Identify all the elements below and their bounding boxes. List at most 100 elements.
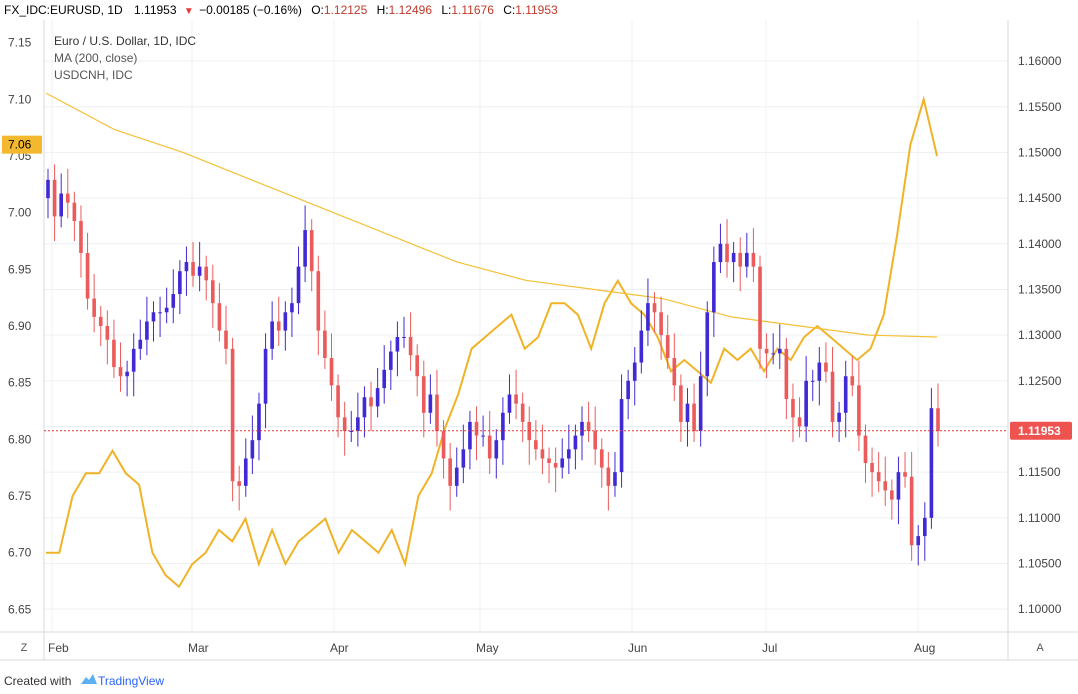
candle-body: [105, 326, 110, 340]
candle-body: [336, 385, 340, 418]
candle-body: [652, 303, 657, 313]
right-tick-label: 1.11000: [1018, 511, 1061, 525]
candle-body: [369, 397, 373, 407]
candle-body: [540, 449, 545, 459]
legend-main-series[interactable]: Euro / U.S. Dollar, 1D, IDC: [54, 34, 197, 48]
candle-body: [804, 380, 808, 427]
candle-body: [309, 230, 314, 272]
candle-body: [698, 376, 703, 432]
created-with-text: Created with: [4, 674, 72, 688]
candle-body: [46, 179, 50, 199]
open-label: O:: [311, 3, 324, 17]
candle-body: [909, 476, 914, 546]
candle-body: [184, 262, 189, 272]
candle-body: [349, 431, 354, 433]
candle-body: [923, 517, 927, 537]
right-tick-label: 1.14500: [1018, 191, 1062, 205]
open-value: 1.12125: [323, 3, 368, 17]
candle-body: [145, 321, 149, 340]
candle-body: [435, 394, 439, 432]
candle-body: [659, 312, 663, 336]
candle-body: [672, 357, 677, 386]
candle-body: [178, 271, 182, 295]
candle-body: [837, 412, 841, 422]
candle-body: [692, 403, 696, 432]
candle-body: [712, 262, 716, 313]
candle-body: [290, 303, 294, 313]
candle-body: [501, 412, 505, 441]
candle-body: [402, 336, 406, 338]
left-tick-label: 7.10: [8, 92, 32, 106]
candle-body: [784, 348, 789, 400]
candle-body: [593, 431, 597, 450]
candle-body: [553, 463, 558, 468]
price-chart[interactable]: 7.157.107.057.006.956.906.856.806.756.70…: [0, 0, 1078, 668]
candle-body: [257, 403, 261, 441]
candle-body: [632, 362, 637, 381]
candle-body: [164, 307, 169, 313]
candle-body: [171, 294, 176, 308]
x-tick-label: May: [476, 641, 499, 655]
candle-body: [916, 536, 921, 546]
candle-body: [112, 339, 116, 368]
tradingview-brand[interactable]: TradingView: [98, 674, 165, 688]
candle-body: [606, 467, 611, 486]
legend-ma[interactable]: MA (200, close): [54, 51, 138, 65]
right-tick-label: 1.12500: [1018, 374, 1062, 388]
left-tick-label: 6.95: [8, 262, 32, 276]
candle-body: [573, 435, 578, 450]
candle-body: [580, 421, 584, 436]
candle-body: [296, 266, 301, 304]
left-tick-label: 6.70: [8, 546, 32, 560]
candle-body: [283, 312, 288, 331]
price-change: −0.00185 (−0.16%): [199, 3, 302, 17]
right-tick-label: 1.15000: [1018, 145, 1062, 159]
last-price: 1.11953: [134, 3, 177, 17]
right-tick-label: 1.16000: [1018, 54, 1062, 68]
auto-scale-button[interactable]: A: [1036, 642, 1044, 654]
candle-body: [441, 431, 446, 459]
candle-body: [415, 355, 419, 377]
x-tick-label: Apr: [330, 641, 349, 655]
candle-body: [903, 472, 907, 477]
candle-body: [191, 262, 195, 276]
candle-body: [547, 458, 551, 464]
candle-body: [685, 403, 690, 422]
candle-body: [751, 252, 756, 267]
timezone-button[interactable]: Z: [20, 642, 28, 654]
candle-body: [896, 472, 901, 500]
tradingview-logo-icon: [80, 672, 98, 689]
chart-legend: Euro / U.S. Dollar, 1D, IDC MA (200, clo…: [54, 33, 196, 84]
left-tick-label: 6.75: [8, 489, 32, 503]
candle-body: [323, 330, 327, 358]
candle-body: [936, 408, 940, 432]
candle-body: [745, 252, 749, 267]
candle-body: [817, 362, 822, 381]
candle-body: [876, 472, 881, 482]
symbol-name[interactable]: FX_IDC:EURUSD, 1D: [4, 3, 123, 17]
candle-body: [850, 376, 855, 386]
right-tick-label: 1.13500: [1018, 282, 1062, 296]
candle-body: [375, 388, 380, 407]
candle-body: [197, 266, 202, 276]
candle-body: [243, 458, 248, 486]
candle-body: [857, 385, 861, 436]
x-tick-label: Jul: [762, 641, 777, 655]
candle-body: [65, 193, 70, 203]
candle-body: [619, 399, 624, 473]
x-tick-label: Jun: [628, 641, 647, 655]
right-tick-label: 1.10500: [1018, 556, 1062, 570]
candle-body: [481, 435, 485, 437]
legend-usdcnh[interactable]: USDCNH, IDC: [54, 68, 133, 82]
candle-body: [211, 280, 215, 304]
candle-body: [520, 403, 525, 422]
candle-body: [421, 376, 426, 413]
right-tick-label: 1.10000: [1018, 602, 1062, 616]
left-tick-label: 6.65: [8, 602, 32, 616]
left-tick-label: 7.15: [8, 36, 32, 50]
candle-body: [830, 371, 835, 422]
down-arrow-icon: ▼: [183, 6, 194, 17]
candle-body: [560, 458, 565, 468]
usdcnh-marker-badge: [2, 135, 42, 154]
left-tick-label: 6.80: [8, 432, 32, 446]
